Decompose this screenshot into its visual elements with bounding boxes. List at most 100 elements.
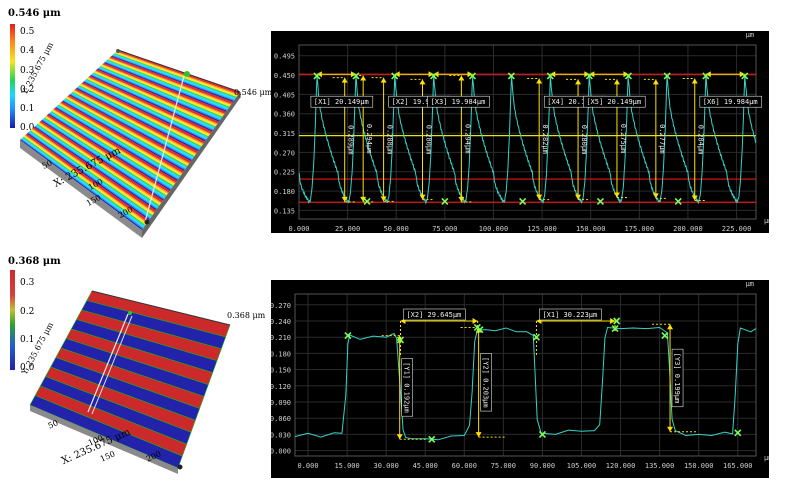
- y-tick-label: 0.030: [271, 431, 291, 439]
- measure-arrow: [472, 318, 478, 324]
- surface-top-stripe: [114, 52, 238, 97]
- surface-top-stripe: [109, 57, 233, 104]
- surface-top-stripe: [73, 90, 196, 156]
- surface-top-stripe: [23, 136, 147, 226]
- surface-top-stripe: [94, 71, 217, 126]
- x-tick-label: 135.000: [645, 462, 675, 470]
- surface-top-stripe: [27, 132, 151, 220]
- y-tick-label: 0.270: [274, 149, 295, 157]
- surface-top-stripe: [106, 59, 230, 108]
- surface-top-stripe: [32, 127, 156, 213]
- colorbar-top-max: 0.546 μm: [8, 8, 61, 19]
- point-marker: [352, 72, 360, 80]
- surface-top-stripe: [84, 80, 208, 140]
- point-marker: [596, 197, 604, 205]
- x-tick-label: 105.000: [567, 462, 597, 470]
- surface-top-side: [20, 140, 142, 238]
- surface-top-stripe: [113, 53, 237, 98]
- surface-top-stripe: [91, 73, 215, 130]
- x-measure-label: [X1] 30.223μm: [542, 311, 597, 319]
- x-tick-label: 100.000: [479, 225, 509, 233]
- measure-arrow: [652, 79, 659, 85]
- measure-arrow: [575, 194, 582, 200]
- surface-top-stripe: [106, 60, 229, 109]
- point-marker: [428, 435, 436, 443]
- y-measure-label: 0.288μm: [386, 125, 394, 155]
- profile-line: [294, 326, 757, 441]
- surface-top-stripe: [92, 72, 216, 128]
- x-tick-label: 0.000: [297, 462, 318, 470]
- measure-arrow: [536, 194, 543, 200]
- point-marker: [532, 333, 541, 341]
- measure-arrow: [396, 434, 403, 440]
- surface-top-stripe: [35, 125, 159, 209]
- x-measure-label: [X5] 20.149μm: [586, 98, 641, 106]
- measure-arrow: [613, 79, 620, 85]
- surface-top-stripe: [69, 94, 192, 161]
- surface-top-stripe: [62, 100, 185, 171]
- colorbar-bottom-tick: 0.0: [20, 363, 35, 373]
- y-measure-label: 0.289μm: [347, 125, 355, 155]
- surface-top-stripe: [57, 105, 180, 178]
- surface-top-stripe: [89, 75, 212, 133]
- y-measure-label: [Y1] 0.192μm: [403, 362, 411, 413]
- x-tick-label: 150.000: [576, 225, 606, 233]
- surface-top-stripe: [38, 122, 162, 204]
- y-tick-label: 0.315: [274, 130, 295, 138]
- x-tick-label: 0.000: [288, 225, 309, 233]
- surface-top-stripe: [55, 106, 179, 180]
- measure-arrow: [360, 75, 367, 81]
- colorbar-bottom-max: 0.368 μm: [8, 256, 61, 267]
- point-marker: [585, 72, 593, 80]
- point-marker: [674, 197, 682, 205]
- surface-top-stripe: [66, 96, 190, 164]
- y-measure-label: [Y2] 0.203μm: [482, 357, 490, 408]
- surface-top-stripe: [69, 93, 193, 161]
- surface-top-stripe: [50, 111, 173, 188]
- point-marker: [476, 326, 484, 334]
- surface-top-stripe: [107, 59, 231, 107]
- surface-top-stripe: [77, 86, 201, 150]
- x-measure-label-box: [403, 308, 466, 321]
- x-tick-label: 150.000: [684, 462, 714, 470]
- measure-arrow: [652, 193, 659, 199]
- profile-chart-bottom-svg: 0.000 0.030 0.060 0.090 0.120 0.150 0.180 0.210…: [270, 280, 773, 470]
- measure-arrow: [691, 78, 698, 84]
- y-tick-label: 0.060: [271, 415, 291, 423]
- surface-top-stripe: [111, 55, 234, 102]
- colorbar-top: [10, 24, 15, 128]
- surface-top-stripe: [48, 113, 171, 191]
- surface-top-stripe: [34, 126, 157, 211]
- measure-arrow: [419, 194, 426, 200]
- point-marker: [363, 197, 371, 205]
- surface-top-stripe: [59, 102, 183, 174]
- measure-arrow: [419, 79, 426, 85]
- surface-top-stripe: [53, 108, 177, 183]
- surface-top-stripe: [90, 74, 214, 131]
- surface-top-stripe: [103, 62, 226, 113]
- surface-top-stripe: [29, 131, 152, 218]
- x-tick-label: 175.000: [625, 225, 655, 233]
- surface-top-stripe: [94, 70, 218, 125]
- surface-top-stripe: [41, 119, 165, 200]
- point-marker: [734, 429, 742, 437]
- unit-label-top: μm: [746, 31, 754, 39]
- surface-top-stripe: [115, 51, 239, 95]
- measure-arrow: [613, 192, 620, 198]
- point-marker: [661, 332, 669, 340]
- point-marker: [430, 72, 438, 80]
- profile-line: [298, 74, 757, 205]
- surface-top-stripe: [97, 68, 221, 121]
- surface-bottom-profile-line: [87, 313, 129, 413]
- surface-top-stripe: [20, 138, 144, 230]
- colorbar-top-tick: 0.0: [20, 123, 35, 133]
- surface-top-stripe: [104, 61, 228, 111]
- colorbar-top-tick: 0.4: [20, 46, 35, 56]
- surface-top-stripe: [27, 132, 150, 221]
- surface-top-stripe: [25, 134, 149, 223]
- surface-top-stripe: [26, 133, 149, 222]
- x-measure-label: [X1] 20.149μm: [314, 98, 369, 106]
- surface-top-stripe: [34, 125, 158, 210]
- surface-top-stripe: [57, 104, 181, 177]
- surface-top-stripe: [116, 50, 240, 94]
